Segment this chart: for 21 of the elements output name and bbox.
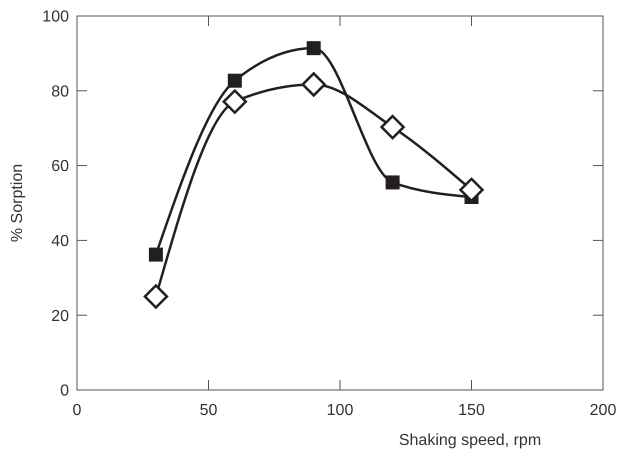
point xyxy=(222,89,248,114)
x-axis-title: Shaking speed, rpm xyxy=(398,432,542,449)
point xyxy=(306,41,321,56)
point xyxy=(144,284,168,309)
point xyxy=(380,114,405,140)
y-tick-label: 40 xyxy=(51,233,70,250)
point xyxy=(301,72,326,97)
x-tick-label: 50 xyxy=(200,402,218,419)
y-tick-label: 60 xyxy=(51,158,70,176)
y-axis-title: % Sorption xyxy=(9,164,26,242)
point xyxy=(228,74,242,88)
y-tick-label: 80 xyxy=(51,83,70,100)
x-tick-label: 100 xyxy=(326,402,354,419)
x-tick-label: 0 xyxy=(72,402,82,419)
point xyxy=(386,175,400,190)
y-tick-label: 100 xyxy=(42,8,70,26)
point xyxy=(148,248,163,262)
x-tick-label: 150 xyxy=(458,402,485,419)
y-tick-label: 20 xyxy=(51,308,70,325)
y-tick-label: 0 xyxy=(60,382,70,400)
x-tick-label: 200 xyxy=(590,402,616,419)
